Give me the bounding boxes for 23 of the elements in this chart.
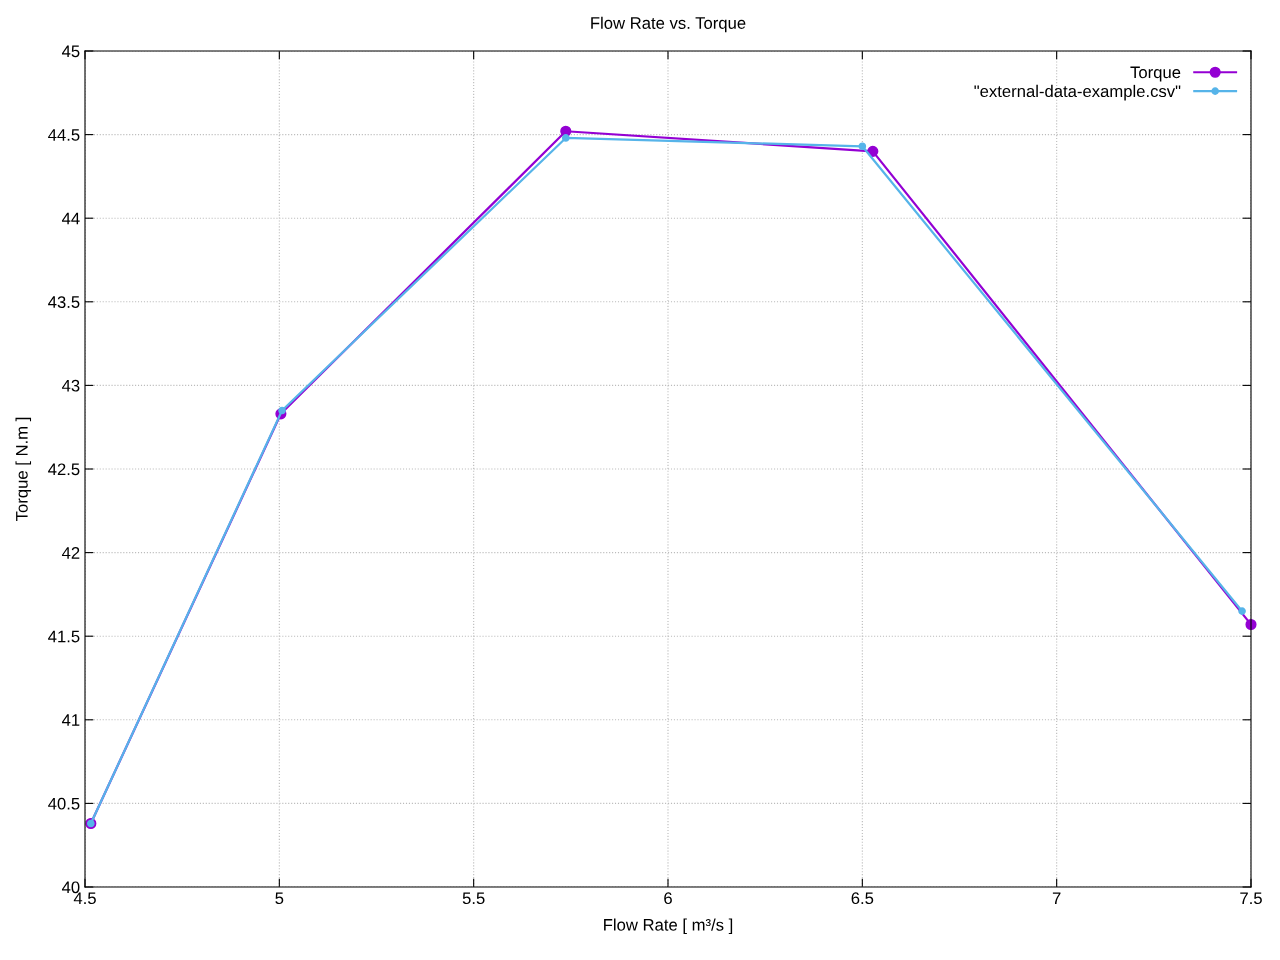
chart-title: Flow Rate vs. Torque [591,16,746,33]
y-tick-label: 41 [61,714,80,726]
x-tick-label: 7.5 [1240,892,1262,905]
x-tick-label: 4.5 [73,892,96,905]
y-tick-label: 40.5 [48,797,80,810]
y-tick-label: 44 [61,212,80,225]
y-tick-label: 41.5 [48,630,80,643]
y-tick-label: 43 [61,379,80,392]
y-tick-label: 42.5 [48,463,80,476]
x-tick-label: 7 [1052,892,1061,904]
x-tick-label: 6.5 [851,892,874,905]
y-tick-label: 45 [61,45,80,58]
y-axis-title: Torque [ N.m ] [15,417,32,521]
x-tick-label: 5.5 [462,892,485,905]
x-tick-label: 6 [664,892,672,905]
legend-label: "external-data-example.csv" [974,84,1181,101]
y-tick-label: 44.5 [48,129,80,141]
y-tick-label: 42 [61,547,80,559]
y-tick-label: 43.5 [48,296,80,308]
x-axis-title: Flow Rate [ m³/s ] [604,918,733,935]
x-tick-label: 5 [275,892,284,905]
legend-label: Torque [1130,66,1181,82]
y-tick-label: 40 [61,881,80,894]
